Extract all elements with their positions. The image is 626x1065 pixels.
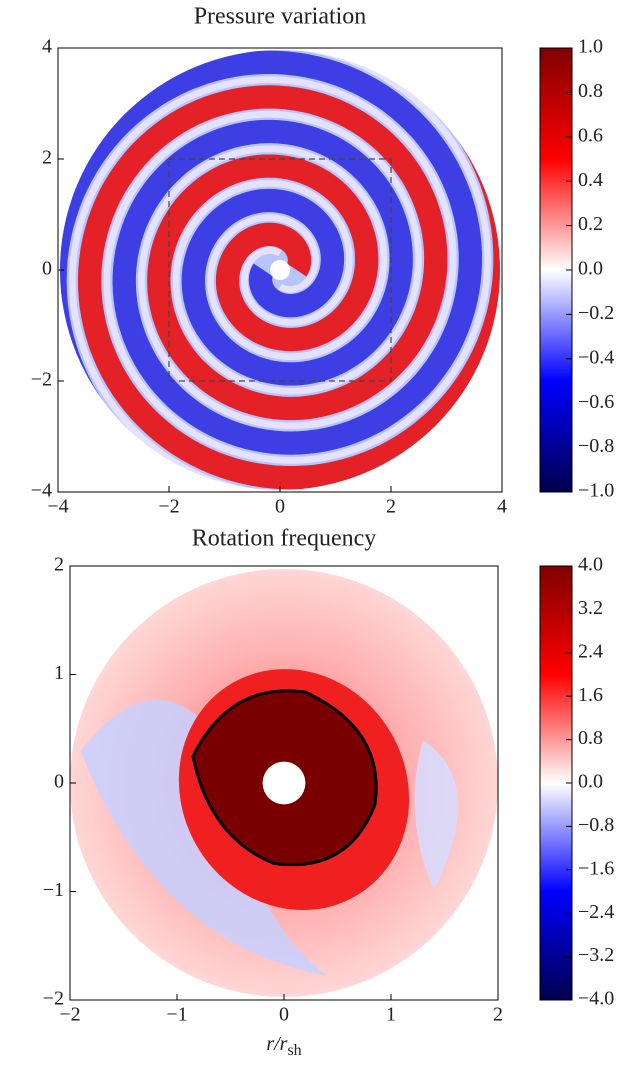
y-tick-label: 0 <box>54 771 64 793</box>
colorbar-tick-label: 0.2 <box>578 213 603 235</box>
y-tick-label: −1 <box>43 879 64 901</box>
colorbar-tick-label: 3.2 <box>578 597 603 619</box>
x-axis-label: r/rsh <box>266 1033 301 1059</box>
colorbar-tick-label: 1.0 <box>578 36 603 58</box>
colorbar-tick-label: −0.2 <box>578 302 614 324</box>
colorbar-tick-label: 0.6 <box>578 124 603 146</box>
spiral-band <box>60 50 492 464</box>
colorbar-tick-label: −0.8 <box>578 435 614 457</box>
x-tick-label: −4 <box>47 496 68 518</box>
x-tick-label: −1 <box>166 1004 187 1026</box>
x-tick-label: 2 <box>386 496 396 518</box>
colorbar-tick-label: −0.8 <box>578 814 614 836</box>
colorbar-tick-label: 0.8 <box>578 727 603 749</box>
x-tick-label: 0 <box>279 1004 289 1026</box>
blue-patch <box>414 740 459 890</box>
colorbar-tick-label: 4.0 <box>578 554 603 576</box>
colorbar-tick-label: 0.4 <box>578 169 603 191</box>
y-tick-label: 2 <box>54 554 64 576</box>
x-tick-label: 1 <box>386 1004 396 1026</box>
inner-hole <box>270 260 290 280</box>
colorbar-tick-label: −0.6 <box>578 391 614 413</box>
spiral-band <box>68 76 500 490</box>
colorbar-tick-label: −0.4 <box>578 346 614 368</box>
colorbar-tick-label: 0.8 <box>578 80 603 102</box>
colorbar-tick-label: 0.0 <box>578 258 603 280</box>
colorbar-tick-label: 2.4 <box>578 640 603 662</box>
field-image <box>70 569 498 997</box>
y-tick-label: 2 <box>42 147 52 169</box>
y-tick-label: 4 <box>42 36 52 58</box>
x-tick-label: −2 <box>59 1004 80 1026</box>
colorbar-tick-label: −3.2 <box>578 944 614 966</box>
inset-box <box>168 158 392 382</box>
y-tick-label: −2 <box>43 988 64 1010</box>
colorbar-tick-label: −2.4 <box>578 901 614 923</box>
x-tick-label: 2 <box>493 1004 503 1026</box>
colorbar-tick-label: −1.6 <box>578 857 614 879</box>
spiral-band <box>60 50 483 490</box>
y-tick-label: −2 <box>31 369 52 391</box>
colorbar-tick-label: 0.0 <box>578 771 603 793</box>
inner-hole <box>262 761 306 805</box>
colorbar-tick-label: 1.6 <box>578 684 603 706</box>
colorbar-tick-label: −1.0 <box>578 480 614 502</box>
spiral-band <box>77 50 500 490</box>
x-axis-label-main: r/r <box>266 1033 287 1055</box>
field-image <box>60 50 500 490</box>
x-axis-label-subscript: sh <box>287 1042 301 1059</box>
y-tick-label: 0 <box>42 258 52 280</box>
chart-title: Rotation frequency <box>192 526 377 552</box>
x-tick-label: −2 <box>158 496 179 518</box>
chart-title: Pressure variation <box>194 4 367 30</box>
y-tick-label: −4 <box>31 480 52 502</box>
x-tick-label: 0 <box>275 496 285 518</box>
colorbar-tick-label: −4.0 <box>578 988 614 1010</box>
y-tick-label: 1 <box>54 662 64 684</box>
x-tick-label: 4 <box>497 496 507 518</box>
